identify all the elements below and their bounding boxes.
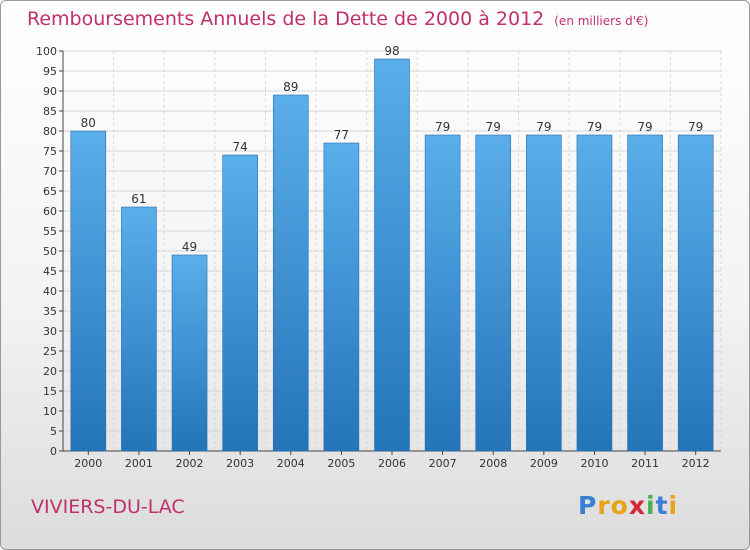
y-tick-label: 45: [43, 265, 57, 278]
x-tick-label-2007: 2007: [429, 457, 457, 470]
y-tick-label: 40: [43, 285, 57, 298]
x-tick-label-2011: 2011: [631, 457, 659, 470]
y-tick-label: 25: [43, 345, 57, 358]
bar-2011: [627, 134, 663, 452]
commune-name: VIVIERS-DU-LAC: [31, 496, 185, 518]
y-tick-label: 15: [43, 385, 57, 398]
x-tick-label-2005: 2005: [327, 457, 355, 470]
bar-2000: [70, 130, 107, 452]
logo-letter: i: [668, 491, 679, 520]
y-tick-label: 95: [43, 65, 57, 78]
y-tick-label: 80: [43, 125, 57, 138]
x-tick-label-2010: 2010: [580, 457, 608, 470]
data-label-2012: 79: [688, 120, 703, 134]
logo-letter: i: [646, 491, 656, 520]
data-label-2001: 61: [131, 192, 146, 206]
data-label-2007: 79: [435, 120, 450, 134]
bar-2006: [374, 58, 410, 452]
y-tick-label: 20: [43, 365, 57, 378]
data-label-2009: 79: [536, 120, 551, 134]
bar-2002: [171, 254, 208, 452]
bar-2003: [222, 154, 258, 452]
chart-title-text: Remboursements Annuels de la Dette de 20…: [27, 8, 545, 30]
bar-2005: [323, 142, 360, 452]
y-tick-label: 10: [43, 405, 57, 418]
x-tick-label-2006: 2006: [378, 457, 406, 470]
y-tick-label: 35: [43, 305, 57, 318]
bars: [70, 58, 714, 452]
x-tick-label-2008: 2008: [479, 457, 507, 470]
x-tick-label-2012: 2012: [682, 457, 710, 470]
data-label-2003: 74: [233, 140, 248, 154]
labels: 80 2000 61 2001 49 2002 74 2003 89 2004 77 2005 98 20…: [74, 44, 709, 470]
y-tick-label: 70: [43, 165, 57, 178]
x-tick-label-2000: 2000: [74, 457, 102, 470]
y-tick-label: 90: [43, 85, 57, 98]
data-label-2000: 80: [81, 116, 96, 130]
y-tick-label: 55: [43, 225, 57, 238]
data-label-2002: 49: [182, 240, 197, 254]
data-label-2004: 89: [283, 80, 298, 94]
bar-2008: [475, 134, 512, 452]
y-tick-label: 75: [43, 145, 57, 158]
bar-2009: [526, 134, 562, 452]
chart-unit: (en milliers d'€): [554, 14, 649, 28]
y-tick-label: 85: [43, 105, 57, 118]
x-tick-label-2004: 2004: [277, 457, 305, 470]
data-label-2008: 79: [486, 120, 501, 134]
logo-letter: t: [655, 491, 669, 520]
y-tick-label: 50: [43, 245, 57, 258]
logo-letter: o: [610, 491, 629, 520]
bar-2004: [272, 94, 309, 452]
y-tick-label: 65: [43, 185, 57, 198]
bar-2007: [424, 134, 461, 452]
x-tick-label-2002: 2002: [176, 457, 204, 470]
data-label-2010: 79: [587, 120, 602, 134]
data-label-2006: 98: [384, 44, 399, 58]
y-tick-label: 30: [43, 325, 57, 338]
bar-2001: [121, 206, 157, 452]
chart-title: Remboursements Annuels de la Dette de 20…: [27, 8, 648, 30]
x-tick-label-2009: 2009: [530, 457, 558, 470]
data-label-2011: 79: [637, 120, 652, 134]
logo-letter: x: [628, 491, 646, 520]
logo-letter: r: [597, 491, 611, 520]
x-tick-label-2001: 2001: [125, 457, 153, 470]
x-tick-label-2003: 2003: [226, 457, 254, 470]
y-tick-label: 5: [50, 425, 57, 438]
bar-2010: [576, 134, 613, 452]
proxiti-logo: Proxiti: [578, 491, 678, 520]
y-tick-label: 0: [50, 445, 57, 458]
y-tick-label: 100: [36, 45, 57, 58]
data-label-2005: 77: [334, 128, 349, 142]
y-tick-label: 60: [43, 205, 57, 218]
logo-letter: P: [578, 491, 598, 520]
bar-2012: [677, 134, 714, 452]
